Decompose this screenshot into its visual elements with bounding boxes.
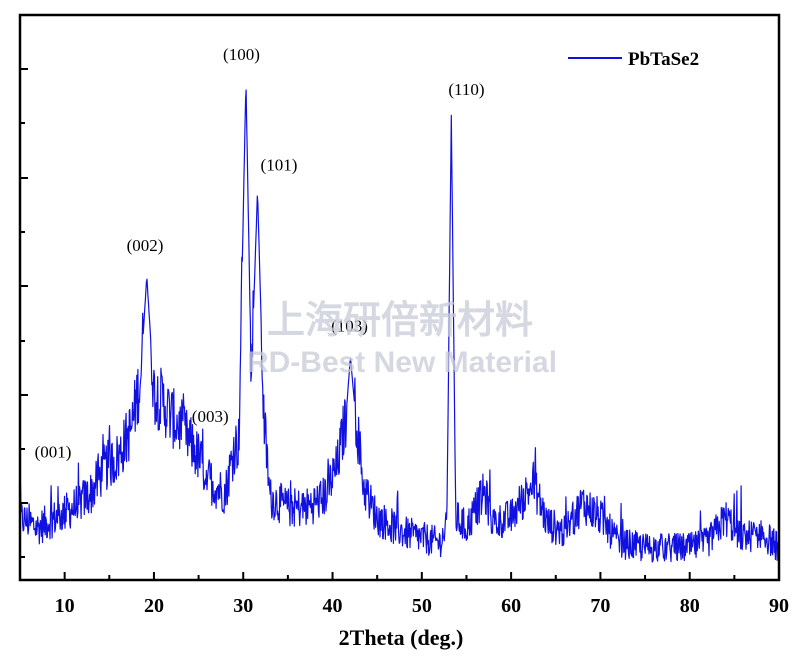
peak-label: (001) [35,442,72,461]
x-tick-label: 60 [501,595,521,617]
x-tick-label: 40 [323,595,343,617]
x-tick-label: 70 [590,595,610,617]
x-tick-label: 80 [680,595,700,617]
series-line-pbtase2 [19,89,780,563]
x-tick-label: 10 [55,595,75,617]
legend: PbTaSe2 [568,49,699,70]
x-axis-ticks [63,572,780,580]
y-axis-ticks [20,14,28,558]
x-axis-tick-labels: 10 20 30 40 50 60 70 80 90 [55,595,789,617]
watermark-en: RD-Best New Material [247,346,557,379]
x-tick-label: 50 [412,595,432,617]
peak-label: (003) [192,407,229,426]
watermark-cn: 上海研倍新材料 [267,298,533,342]
watermark: 上海研倍新材料 RD-Best New Material [247,298,557,379]
x-axis-title: 2Theta (deg.) [339,625,464,650]
peak-label: (100) [223,45,260,64]
peak-annotations: (001) (002) (003) (100) (101) (103) (110) [35,45,485,461]
x-tick-label: 90 [769,595,789,617]
peak-label: (002) [127,236,164,255]
peak-label: (103) [331,317,368,336]
x-tick-label: 20 [144,595,164,617]
peak-label: (101) [261,156,298,175]
legend-label-pbtase2: PbTaSe2 [628,49,699,70]
plot-area [19,89,780,563]
peak-label: (110) [448,80,484,99]
plot-frame [18,13,781,582]
x-tick-label: 30 [233,595,253,617]
